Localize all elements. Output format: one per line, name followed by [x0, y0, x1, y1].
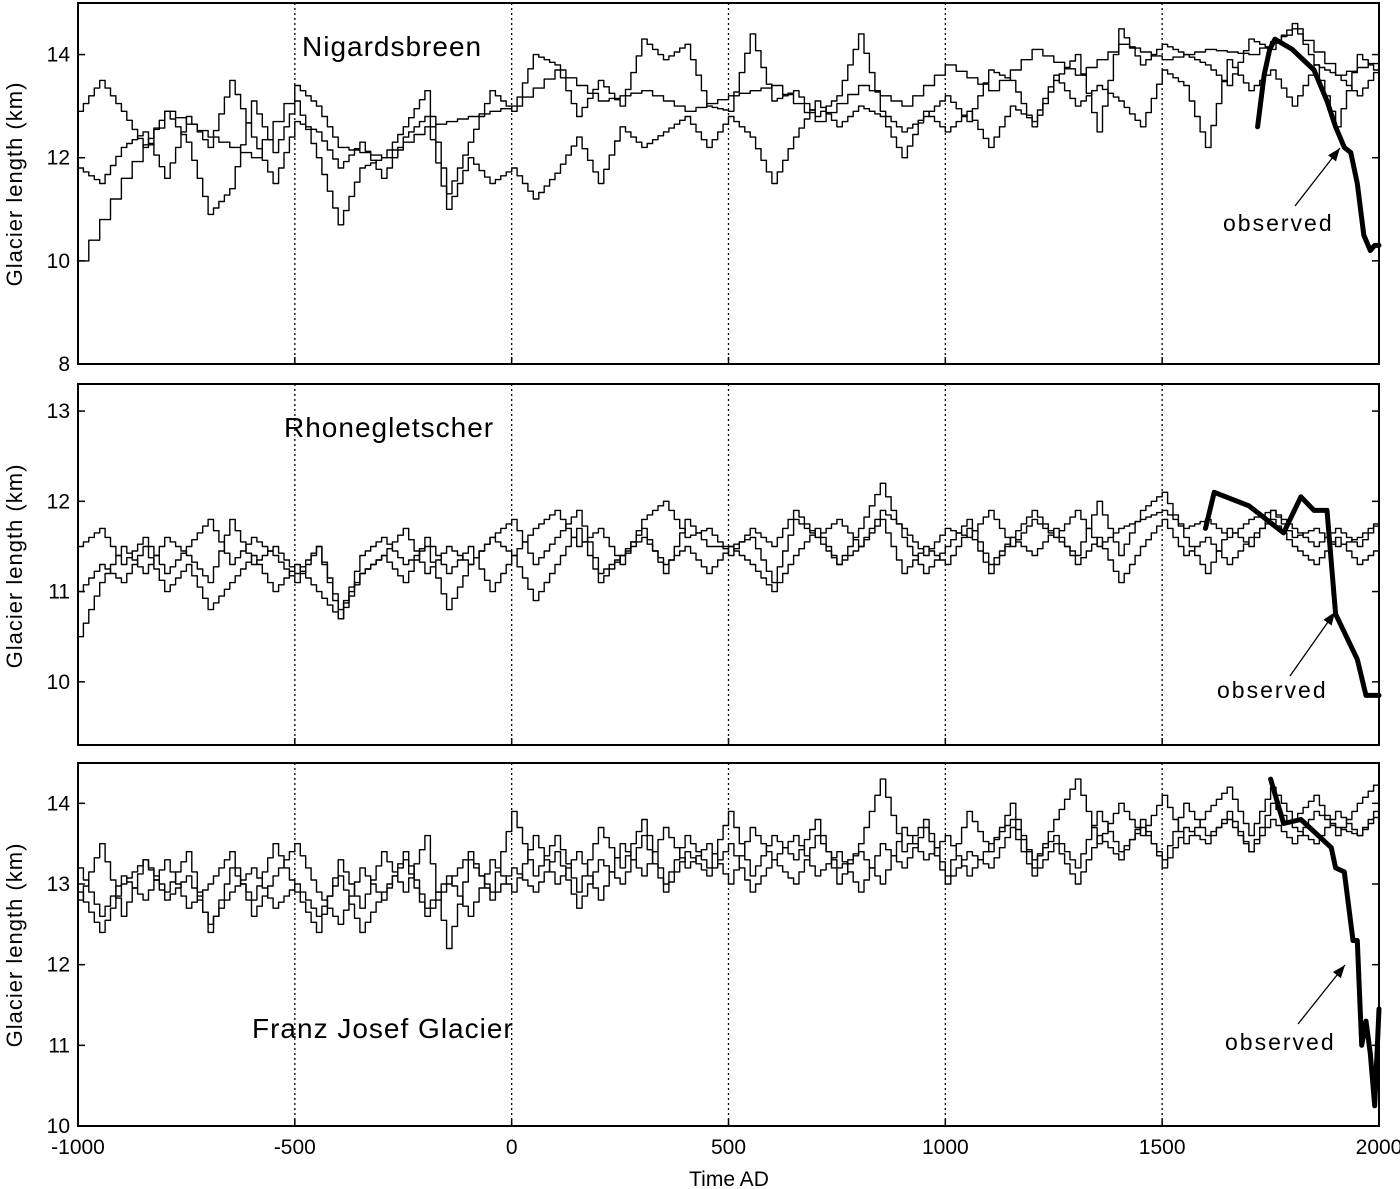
y-tick-label: 10 [47, 671, 70, 694]
x-tick-label: 1000 [922, 1136, 969, 1159]
observed-series [1268, 776, 1382, 1109]
y-tick-label: 13 [47, 400, 70, 423]
simulated-series-3 [78, 810, 1380, 934]
observed-label: observed [1225, 1029, 1336, 1055]
observed-series [1203, 489, 1382, 698]
x-tick-label: -1000 [51, 1136, 105, 1159]
panel-nigardsbreen: Nigardsbreen observed Glacier length (km… [2, 2, 1382, 376]
y-tick-label: 11 [48, 581, 70, 604]
observed-arrowhead [1332, 965, 1345, 979]
y-tick-label: 12 [47, 147, 70, 170]
x-axis-label: Time AD [689, 1168, 769, 1189]
y-tick-label: 10 [47, 1115, 70, 1138]
simulated-series-3 [78, 53, 1380, 210]
x-tick-label: 500 [711, 1136, 746, 1159]
observed-label: observed [1223, 210, 1334, 236]
y-tick-label: 13 [47, 873, 70, 896]
y-tick-label: 12 [47, 954, 70, 977]
y-axis-label: Glacier length (km) [2, 843, 27, 1048]
y-tick-label: 14 [47, 792, 71, 815]
observed-arrowhead [1328, 148, 1340, 162]
y-tick-label: 8 [58, 353, 70, 376]
y-tick-label: 12 [47, 490, 70, 513]
y-tick-label: 11 [48, 1034, 70, 1057]
simulated-series-2 [78, 500, 1380, 611]
simulated-series-3 [78, 518, 1380, 620]
observed-label: observed [1217, 677, 1328, 703]
simulated-series-1 [78, 778, 1380, 950]
y-axis-label: Glacier length (km) [2, 464, 27, 669]
panel-franz-josef-glacier: Franz Josef Glacier observed Glacier len… [2, 762, 1400, 1159]
observed-arrow [1289, 611, 1336, 677]
x-tick-label: 0 [506, 1136, 518, 1159]
panel-title: Rhonegletscher [284, 412, 494, 443]
observed-arrowhead [1323, 612, 1335, 626]
y-tick-label: 10 [47, 250, 70, 273]
x-tick-label: -500 [274, 1136, 316, 1159]
y-axis-label: Glacier length (km) [2, 82, 27, 287]
y-tick-label: 14 [47, 44, 71, 67]
panel-rhonegletscher: Rhonegletscher observed Glacier length (… [2, 383, 1382, 746]
panel-title: Nigardsbreen [302, 31, 482, 62]
observed-series [1255, 36, 1382, 253]
simulated-series-2 [78, 22, 1380, 226]
x-tick-label: 2000 [1356, 1136, 1400, 1159]
x-tick-label: 1500 [1139, 1136, 1186, 1159]
panel-title: Franz Josef Glacier [252, 1013, 514, 1044]
